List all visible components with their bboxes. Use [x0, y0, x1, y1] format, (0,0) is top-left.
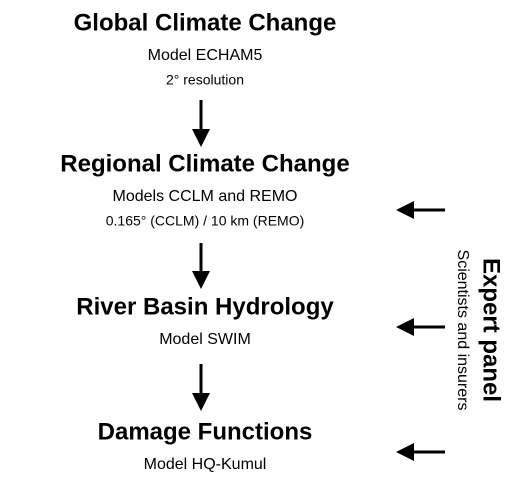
node-title: Global Climate Change [74, 9, 337, 36]
node-title: Damage Functions [98, 418, 313, 445]
panel-title: Expert panel [478, 258, 505, 402]
node-detail: Model HQ-Kumul [144, 456, 267, 473]
panel-subtitle: Scientists and insurers [454, 250, 471, 411]
node-detail: 0.165° (CCLM) / 10 km (REMO) [106, 213, 305, 229]
node-detail: Model ECHAM5 [148, 47, 263, 64]
node-detail: Models CCLM and REMO [113, 188, 298, 205]
flow-arrows [192, 100, 445, 461]
node-title: Regional Climate Change [60, 150, 349, 177]
node-title: River Basin Hydrology [76, 293, 334, 320]
node-detail: Model SWIM [159, 331, 251, 348]
node-detail: 2° resolution [166, 72, 244, 88]
